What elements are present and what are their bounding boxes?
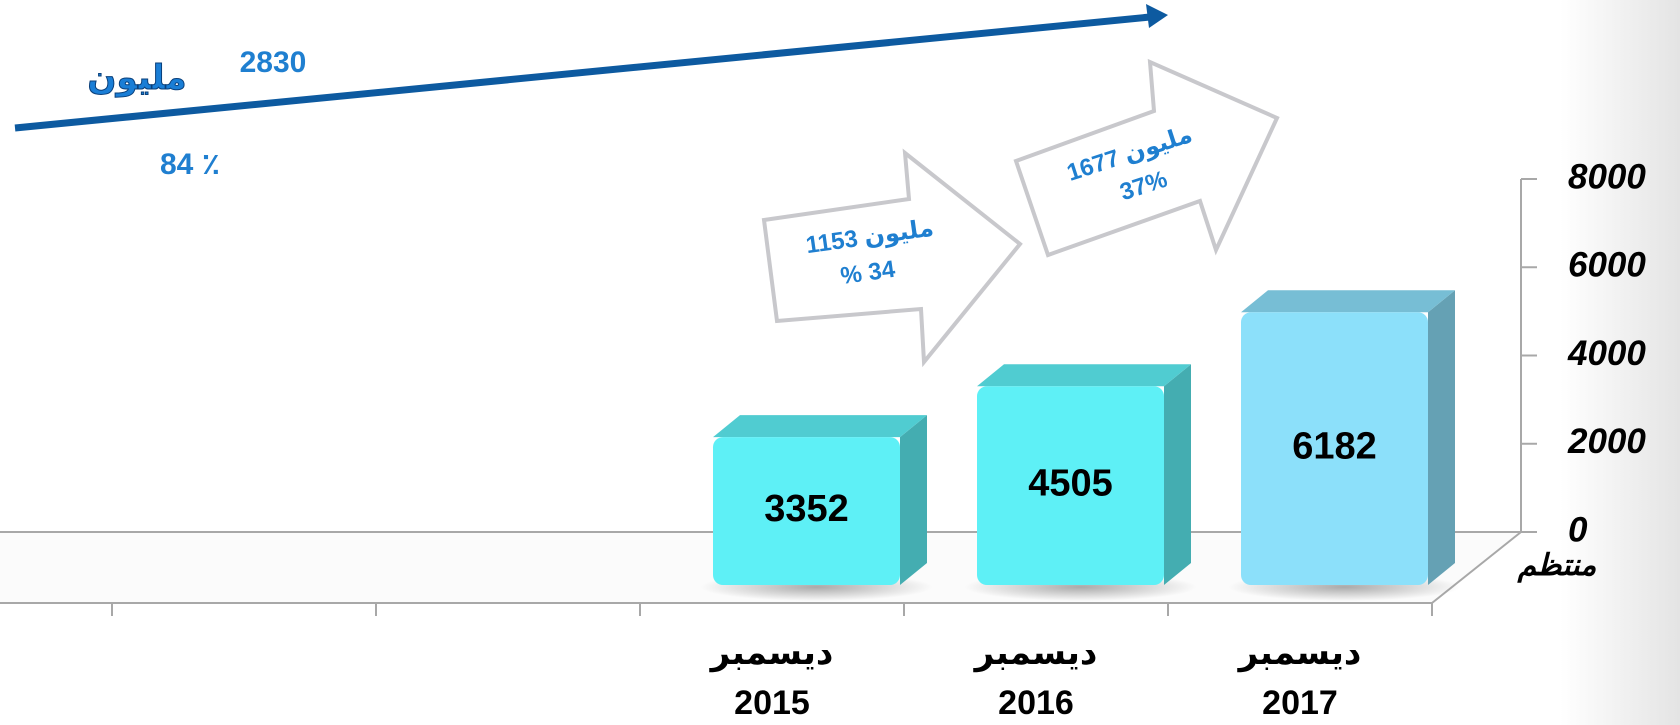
bar-top — [1241, 290, 1455, 313]
x-tick-label: ديسمبر — [709, 634, 834, 673]
y-tick-label: 6000 — [1568, 246, 1646, 285]
x-tick-label: 2015 — [734, 684, 810, 722]
y-tick-label: 0 — [1568, 510, 1588, 549]
bar — [713, 437, 900, 585]
trend-arrow — [14, 13, 1151, 132]
bar-top — [977, 364, 1191, 387]
y-tick-label: 2000 — [1567, 422, 1646, 461]
step-arrow — [761, 148, 1023, 368]
bar — [1241, 312, 1428, 585]
bar-top — [713, 415, 927, 438]
x-tick-label: ديسمبر — [973, 634, 1098, 673]
total-unit: مليون — [87, 59, 186, 98]
background-edge — [1560, 0, 1680, 725]
step-arrow — [1013, 58, 1280, 258]
bar-side — [1164, 364, 1191, 585]
bar — [977, 386, 1164, 585]
value-label: 4505 — [1028, 463, 1113, 505]
total-amount: 2830 — [240, 46, 307, 79]
trend-arrowhead — [1146, 4, 1168, 28]
bar-side — [900, 415, 927, 585]
bar-side — [1428, 290, 1455, 585]
y-tick-label: 8000 — [1568, 157, 1646, 196]
x-tick-label: 2016 — [998, 684, 1074, 722]
value-label: 3352 — [764, 488, 849, 530]
x-tick-label: 2017 — [1262, 684, 1338, 722]
series-label: منتظم — [1517, 549, 1597, 583]
x-tick-label: ديسمبر — [1237, 634, 1362, 673]
value-label: 6182 — [1292, 426, 1377, 468]
total-percent: 84 ٪ — [160, 148, 220, 181]
y-tick-label: 4000 — [1567, 334, 1646, 373]
